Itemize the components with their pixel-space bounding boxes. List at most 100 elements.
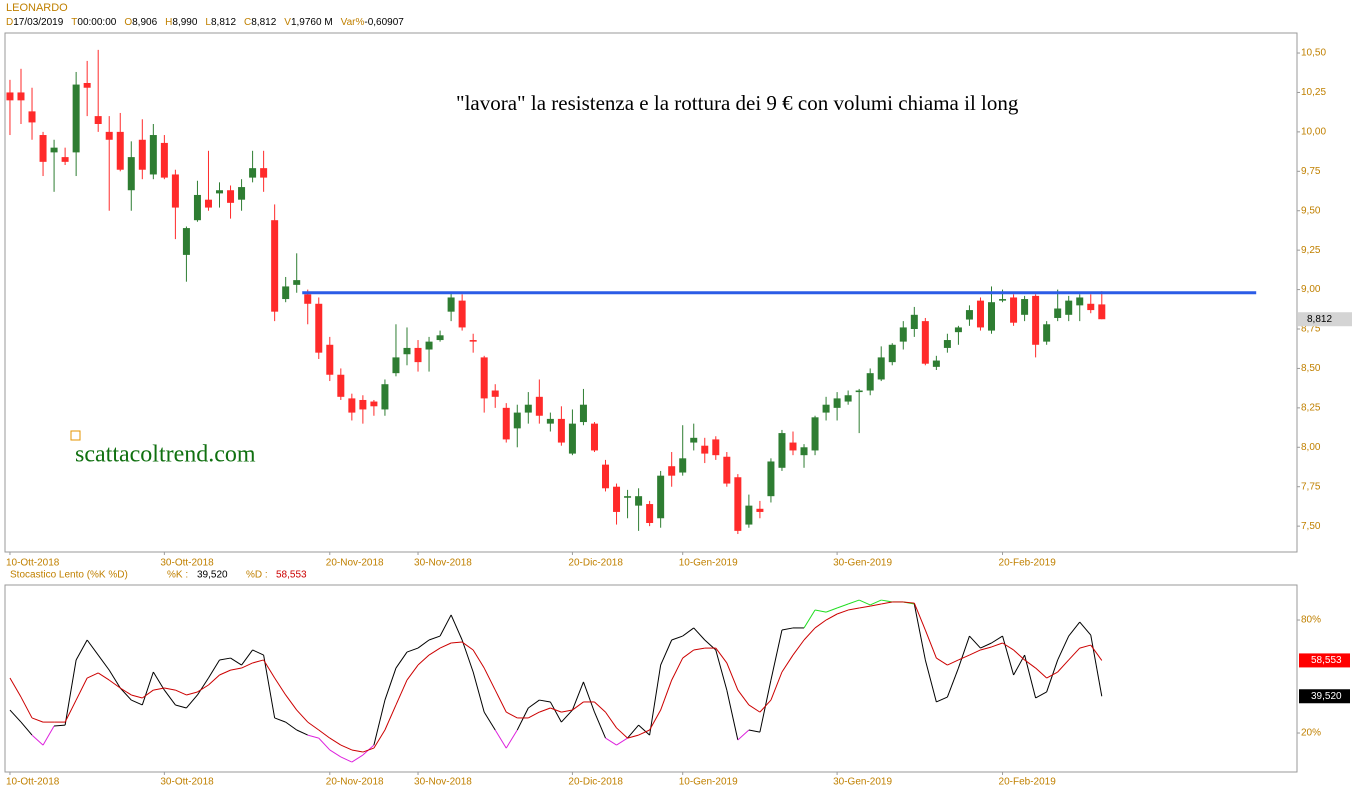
series-segment (9, 677, 22, 698)
series-segment (605, 711, 617, 729)
series-segment (594, 701, 606, 713)
series-segment (31, 717, 44, 723)
series-segment (252, 649, 264, 656)
series-segment (152, 671, 165, 691)
series-segment (362, 747, 375, 753)
y-tick-label: 8,00 (1301, 442, 1321, 453)
series-segment (119, 687, 132, 696)
candle-body (94, 116, 102, 124)
series-segment (991, 642, 1003, 648)
marker-icon (70, 430, 81, 441)
symbol: LEONARDO (6, 2, 68, 14)
candle-body (613, 486, 621, 512)
candle-body (855, 390, 863, 393)
series-segment (671, 635, 683, 641)
series-segment (219, 669, 231, 676)
series-segment (296, 729, 308, 736)
series-segment (64, 659, 77, 726)
x-tick-label: 10-Gen-2019 (679, 558, 738, 569)
candle-body (646, 504, 654, 523)
x-tick-label: 30-Ott-2018 (160, 558, 214, 569)
series-segment (373, 729, 386, 749)
series-segment (186, 691, 198, 696)
candle-body (833, 398, 841, 408)
series-segment (803, 627, 816, 641)
candle-body (458, 300, 466, 328)
series-segment (847, 599, 860, 605)
series-segment (759, 699, 772, 713)
series-segment (792, 639, 805, 656)
candle-body (28, 111, 36, 123)
series-segment (494, 729, 507, 749)
candle-body (513, 412, 521, 429)
series-segment (351, 749, 363, 753)
series-segment (693, 627, 706, 641)
series-segment (1057, 635, 1070, 661)
stochastic-panel (4, 584, 1298, 773)
field-key: C (244, 17, 251, 28)
candle-body (877, 357, 885, 380)
candle-body (800, 447, 808, 456)
series-segment (406, 664, 419, 681)
series-segment (318, 729, 331, 739)
field-value: 1,9760 M (291, 17, 333, 28)
candle-body (1098, 304, 1106, 320)
field-key: O (124, 17, 132, 28)
y-tick-label: 10,50 (1301, 48, 1326, 59)
last-value-label: 58,553 (1311, 655, 1342, 666)
series-segment (814, 619, 827, 629)
candle-body (1054, 308, 1062, 318)
series-segment (715, 647, 728, 664)
series-segment (318, 737, 331, 751)
series-segment (175, 704, 187, 709)
series-segment (1024, 654, 1037, 699)
candle-body (657, 475, 665, 519)
series-segment (141, 671, 154, 706)
candle-body (271, 220, 279, 312)
candle-body (127, 157, 135, 191)
candle-body (282, 286, 290, 300)
series-segment (506, 711, 518, 719)
legend-d: %D : (246, 570, 268, 581)
x-tick-label: 30-Gen-2019 (833, 777, 892, 788)
watermark: scattacoltrend.com (75, 442, 256, 468)
series-segment (726, 689, 739, 741)
y-tick-label: 7,75 (1301, 481, 1321, 492)
candle-body (193, 194, 201, 221)
candle-body (546, 418, 554, 424)
candle-body (403, 347, 411, 355)
candle-body (1065, 300, 1073, 315)
series-segment (594, 711, 606, 739)
series-segment (119, 687, 132, 701)
field-value: 8,812 (211, 17, 236, 28)
series-segment (991, 635, 1003, 644)
series-segment (1079, 644, 1091, 649)
series-segment (528, 699, 540, 709)
series-segment (428, 635, 441, 641)
series-segment (825, 613, 838, 621)
series-segment (20, 721, 33, 736)
candle-body (988, 302, 996, 331)
series-segment (539, 707, 551, 713)
series-segment (924, 659, 937, 703)
last-value-label: 39,520 (1311, 691, 1342, 702)
series-segment (561, 709, 573, 713)
series-segment (858, 599, 871, 606)
candle-body (635, 496, 643, 506)
candle-body (679, 458, 687, 473)
series-segment (451, 641, 463, 644)
series-segment (296, 709, 309, 723)
series-segment (439, 642, 452, 649)
series-segment (241, 662, 253, 669)
series-segment (582, 681, 595, 713)
y-tick-label: 7,50 (1301, 521, 1321, 532)
series-segment (726, 662, 739, 691)
series-segment (417, 654, 430, 666)
series-segment (660, 679, 673, 711)
y-tick-label: 20% (1301, 728, 1321, 739)
field-key: L (205, 17, 211, 28)
candle-body (921, 321, 929, 364)
candle-body (778, 433, 786, 468)
candle-body (579, 404, 587, 423)
candle-body (160, 142, 168, 178)
